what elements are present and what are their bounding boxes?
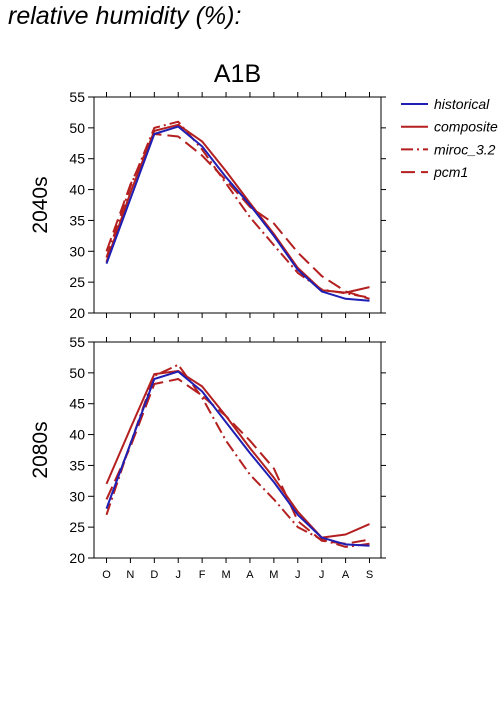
x-tick-label: J bbox=[175, 569, 181, 581]
legend-label: pcm1 bbox=[433, 164, 468, 180]
legend-label: historical bbox=[434, 96, 490, 112]
y-tick-label: 50 bbox=[69, 120, 85, 136]
y-tick-label: 45 bbox=[69, 151, 85, 167]
chart-panel-2080s: 20 25 30 35 40 45 50 55 O N D J F M A M J J A S 2080s bbox=[29, 334, 386, 581]
y-tick-label: 40 bbox=[69, 427, 85, 443]
x-tick-label: S bbox=[366, 569, 373, 581]
x-tick-label: A bbox=[246, 569, 254, 581]
y-tick-label: 40 bbox=[69, 182, 85, 198]
x-tick-label: M bbox=[269, 569, 278, 581]
x-tick-label: O bbox=[102, 569, 111, 581]
y-tick-label: 35 bbox=[69, 457, 85, 473]
series-line-composite bbox=[105, 123, 370, 294]
y-tick-label: 35 bbox=[69, 212, 85, 228]
chart-title: A1B bbox=[214, 60, 261, 88]
legend-label: composite bbox=[434, 119, 498, 135]
series-line-historical bbox=[105, 125, 370, 302]
y-tick-label: 25 bbox=[69, 519, 85, 535]
x-tick-label: J bbox=[319, 569, 325, 581]
plot-frame bbox=[93, 96, 382, 314]
x-tick-label: F bbox=[199, 569, 206, 581]
y-tick-label: 30 bbox=[69, 488, 85, 504]
chart-panel-2040s: 20 25 30 35 40 45 50 55 A1B 2040s bbox=[29, 60, 386, 321]
series-line-pcm1 bbox=[105, 133, 370, 300]
series-line-miroc-3-2 bbox=[105, 120, 370, 299]
y-tick-label: 20 bbox=[69, 550, 85, 566]
legend-label: miroc_3.2 bbox=[434, 141, 496, 157]
y-tick-label: 20 bbox=[69, 305, 85, 321]
page-title: relative humidity (%): bbox=[8, 2, 242, 30]
y-tick-label: 55 bbox=[69, 334, 85, 350]
y-tick-label: 50 bbox=[69, 365, 85, 381]
series-line-historical bbox=[105, 370, 370, 547]
x-tick-label: A bbox=[342, 569, 350, 581]
legend: historical composite miroc_3.2 pcm1 bbox=[401, 96, 498, 180]
plot-frame bbox=[93, 341, 382, 559]
y-tick-label: 45 bbox=[69, 396, 85, 412]
x-tick-label: D bbox=[150, 569, 158, 581]
x-tick-label: N bbox=[126, 569, 134, 581]
series-line-pcm1 bbox=[105, 378, 370, 545]
y-tick-label: 55 bbox=[69, 89, 85, 105]
y-tick-label: 30 bbox=[69, 243, 85, 259]
y-axis-label: 2080s bbox=[29, 421, 52, 478]
x-tick-label: J bbox=[295, 569, 301, 581]
x-tick-label: M bbox=[221, 569, 230, 581]
series-line-composite bbox=[105, 370, 370, 539]
y-tick-label: 25 bbox=[69, 274, 85, 290]
y-axis-label: 2040s bbox=[29, 176, 52, 233]
